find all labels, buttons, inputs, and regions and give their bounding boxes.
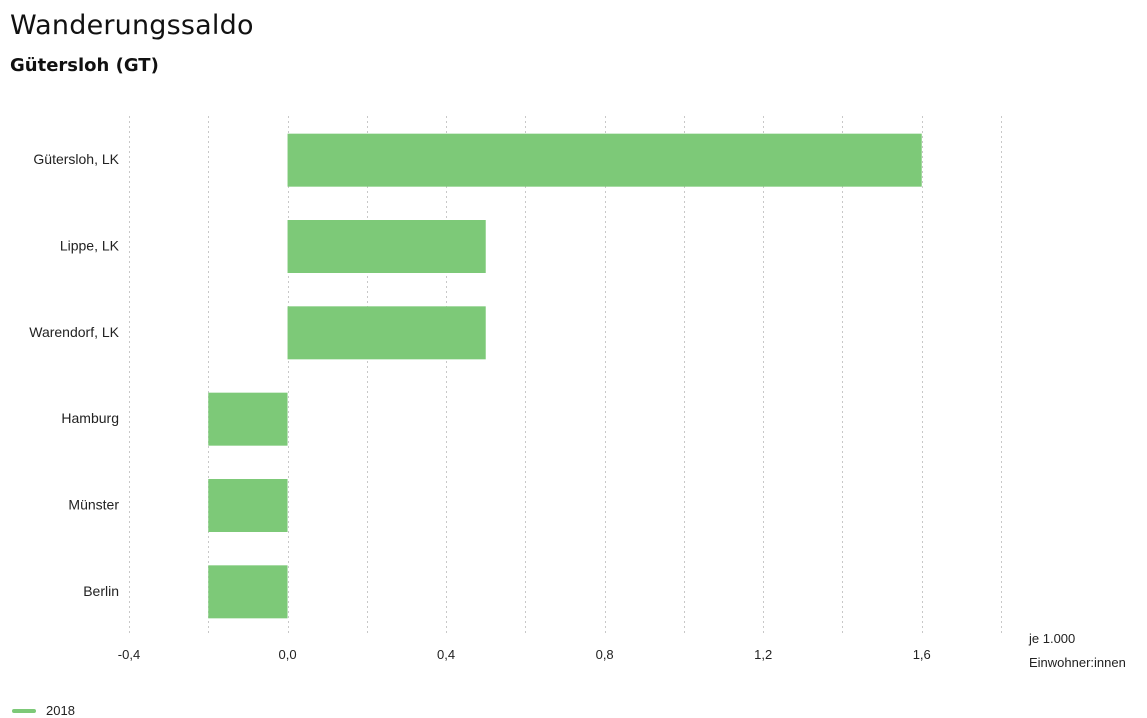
axis-unit-label: je 1.000 Einwohner:innen bbox=[1028, 631, 1126, 670]
unit-label-line: je 1.000 bbox=[1028, 631, 1075, 646]
category-label: Gütersloh, LK bbox=[33, 151, 119, 167]
bar bbox=[287, 220, 486, 273]
x-tick-label: 0,4 bbox=[437, 647, 455, 662]
category-label: Hamburg bbox=[61, 410, 119, 426]
bars bbox=[208, 133, 922, 619]
bar bbox=[208, 479, 288, 532]
category-label: Münster bbox=[68, 497, 119, 513]
bar-chart: Gütersloh, LK Lippe, LK Warendorf, LK Hambu… bbox=[29, 116, 1126, 670]
x-tick-label: 0,0 bbox=[279, 647, 297, 662]
legend: 2018 bbox=[12, 703, 75, 718]
chart-subtitle: Gütersloh (GT) bbox=[10, 55, 159, 76]
category-label: Lippe, LK bbox=[60, 238, 120, 254]
x-tick-label: 1,2 bbox=[754, 647, 772, 662]
category-label: Berlin bbox=[83, 583, 119, 599]
grid-lines bbox=[129, 116, 1002, 634]
legend-label: 2018 bbox=[46, 703, 75, 718]
x-tick-label: 0,8 bbox=[596, 647, 614, 662]
chart-title: Wanderungssaldo bbox=[10, 10, 254, 41]
x-tick-label: -0,4 bbox=[118, 647, 140, 662]
x-tick-labels: -0,4 0,0 0,4 0,8 1,2 1,6 bbox=[118, 647, 931, 662]
bar bbox=[208, 565, 288, 619]
unit-label-line: Einwohner:innen bbox=[1029, 655, 1126, 670]
bar bbox=[287, 306, 486, 360]
bar bbox=[287, 133, 922, 187]
category-labels: Gütersloh, LK Lippe, LK Warendorf, LK Hambu… bbox=[29, 151, 119, 599]
legend-swatch bbox=[12, 708, 36, 713]
x-tick-label: 1,6 bbox=[913, 647, 931, 662]
bar bbox=[208, 392, 288, 446]
category-label: Warendorf, LK bbox=[29, 324, 119, 340]
